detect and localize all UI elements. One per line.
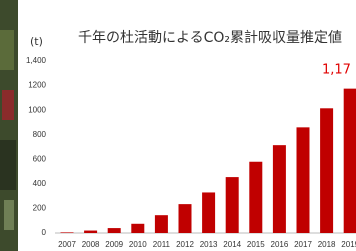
annotation: 1,17 [322, 63, 351, 78]
photo-strip [0, 0, 18, 251]
bar [297, 127, 310, 233]
bar [61, 232, 74, 233]
y-tick-label: 800 [33, 130, 47, 139]
bar [202, 192, 215, 233]
chart: 千年の杜活動によるCO₂累計吸収量推定値 (t) 1,17 0 200 400 600… [0, 0, 356, 251]
x-tick-label: 2017 [294, 240, 312, 249]
x-tick-label: 2009 [105, 240, 123, 249]
y-tick-label: 1,400 [26, 56, 47, 65]
bar [131, 224, 144, 233]
y-unit: (t) [30, 35, 43, 48]
x-tick-label: 2013 [200, 240, 218, 249]
y-tick-label: 1000 [28, 105, 46, 114]
x-tick-label: 2016 [271, 240, 289, 249]
chart-title: 千年の杜活動によるCO₂累計吸収量推定値 [78, 30, 342, 46]
x-tick-label: 2008 [82, 240, 100, 249]
bar [84, 231, 97, 233]
bar [344, 89, 356, 233]
bar [249, 162, 262, 233]
x-tick-label: 2019 [341, 240, 356, 249]
x-tick-label: 2015 [247, 240, 265, 249]
x-tick-label: 2014 [223, 240, 241, 249]
y-tick-label: 200 [33, 204, 47, 213]
y-tick-label: 600 [33, 154, 47, 163]
x-tick-label: 2010 [129, 240, 147, 249]
y-tick-label: 0 [42, 228, 47, 237]
y-tick-label: 400 [33, 179, 47, 188]
y-tick-label: 1200 [28, 81, 46, 90]
bar [273, 145, 286, 233]
bar [155, 215, 168, 233]
x-tick-label: 2012 [176, 240, 194, 249]
bar [320, 108, 333, 233]
x-tick-label: 2007 [58, 240, 76, 249]
bar [108, 228, 121, 233]
bar [226, 177, 239, 233]
x-tick-label: 2011 [153, 240, 171, 249]
x-tick-label: 2018 [318, 240, 336, 249]
bar [179, 204, 192, 233]
